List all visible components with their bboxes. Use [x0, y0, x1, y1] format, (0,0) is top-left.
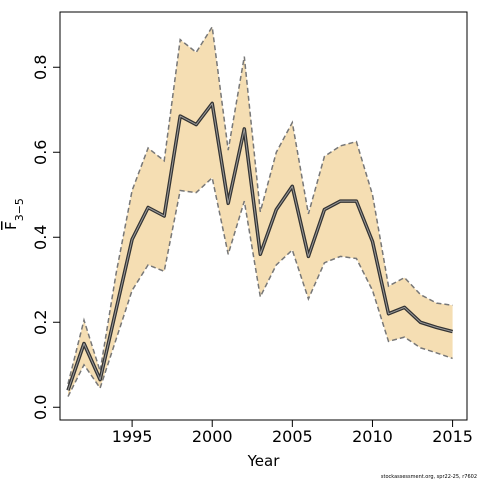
- series-line-highlight: [67, 102, 453, 391]
- x-tick-label-2000: 2000: [192, 427, 233, 446]
- x-axis-title: Year: [247, 452, 281, 470]
- plot-frame: [59, 11, 468, 421]
- y-tick-label-1: 0.2: [31, 310, 50, 335]
- footnote: stockassessment.org, spr22-25, r7602: [381, 474, 477, 480]
- lower-bound-line: [67, 176, 453, 397]
- x-tick-label-2005: 2005: [272, 427, 313, 446]
- x-tick-label-2010: 2010: [352, 427, 393, 446]
- series-line-layer: [66, 101, 454, 391]
- y-axis: 0.0 0.2 0.4 0.6 0.8: [31, 55, 60, 420]
- y-axis-title-subscript: 3−5: [13, 198, 26, 221]
- y-axis-title-main: F: [2, 221, 20, 230]
- x-tick-label-1995: 1995: [112, 427, 153, 446]
- x-axis: 1995 2000 2005 2010 2015: [112, 420, 473, 446]
- x-tick-label-2015: 2015: [432, 427, 473, 446]
- y-tick-label-3: 0.6: [31, 140, 50, 165]
- y-tick-label-2: 0.4: [31, 225, 50, 250]
- upper-bound-line: [67, 24, 453, 385]
- confidence-band: [67, 24, 453, 397]
- y-axis-title: F3−5: [2, 198, 26, 230]
- y-axis-title-text: F3−5: [2, 198, 26, 230]
- y-tick-label-4: 0.8: [31, 55, 50, 80]
- y-tick-label-0: 0.0: [31, 395, 50, 420]
